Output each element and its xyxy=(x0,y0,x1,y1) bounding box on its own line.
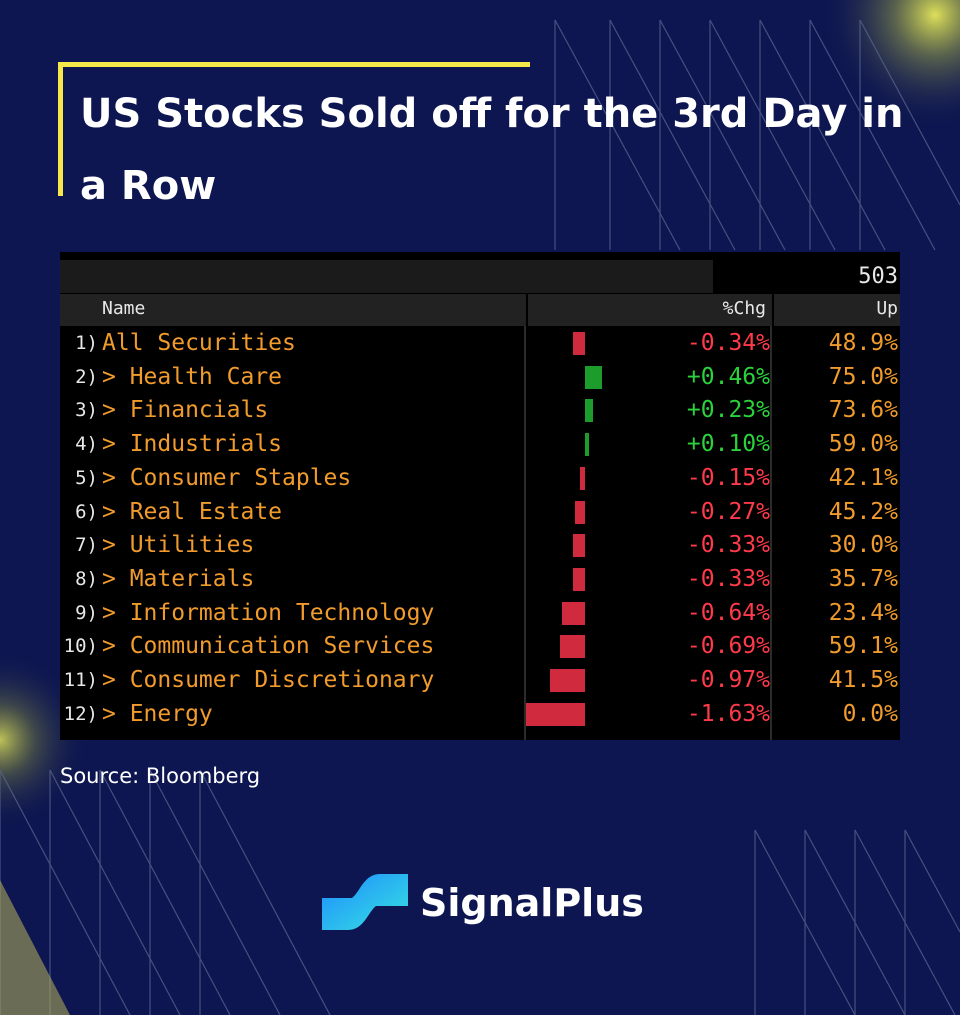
bar-negative xyxy=(579,466,585,490)
pct-change: -0.33% xyxy=(686,532,770,559)
bar-negative xyxy=(572,534,585,558)
pct-up: 41.5% xyxy=(828,667,898,693)
pct-change: -0.27% xyxy=(686,498,770,525)
source-note: Source: Bloomberg xyxy=(60,764,261,788)
diagonal-lines xyxy=(0,19,960,1015)
table-row[interactable]: 6) > Real Estate -0.27% 45.2% xyxy=(60,496,900,530)
pct-change: -0.97% xyxy=(686,667,770,693)
column-header-chg: %Chg xyxy=(526,294,770,326)
page-title: US Stocks Sold off for the 3rd Day in a … xyxy=(80,91,904,209)
bar-negative xyxy=(525,702,585,726)
sector-name: All Securities xyxy=(102,330,296,356)
column-divider xyxy=(770,326,772,740)
pct-up: 75.0% xyxy=(828,363,898,390)
table-row[interactable]: 3) > Financials +0.23% 73.6% xyxy=(60,394,900,428)
row-index: 9) xyxy=(75,601,98,624)
table-row[interactable]: 5) > Consumer Staples -0.15% 42.1% xyxy=(60,462,900,496)
pct-change: -0.69% xyxy=(686,633,770,660)
pct-up: 45.2% xyxy=(828,498,898,525)
sector-name: > Materials xyxy=(102,565,255,592)
pct-up: 59.1% xyxy=(828,633,898,660)
pct-change: -0.64% xyxy=(686,599,770,626)
column-header-name: Name xyxy=(102,298,146,319)
brand-logo: SignalPlus xyxy=(320,868,650,940)
bar-positive xyxy=(585,399,594,423)
table-row[interactable]: 2) > Health Care +0.46% 75.0% xyxy=(60,361,900,395)
table-row[interactable]: 8) > Materials -0.33% 35.7% xyxy=(60,563,900,597)
pct-up: 42.1% xyxy=(828,464,898,491)
pct-change: -0.34% xyxy=(686,330,770,356)
column-header-up: Up xyxy=(772,294,900,326)
bar-negative xyxy=(572,567,585,591)
pct-change: +0.23% xyxy=(686,397,770,424)
row-index: 5) xyxy=(75,466,98,489)
securities-count: 503 Securities xyxy=(710,260,900,322)
table-row[interactable]: 1) All Securities -0.34% 48.9% xyxy=(60,327,900,361)
sector-name: > Information Technology xyxy=(102,599,435,626)
pct-change: -0.15% xyxy=(686,464,770,491)
table-row[interactable]: 4) > Industrials +0.10% 59.0% xyxy=(60,428,900,462)
pct-change: -1.63% xyxy=(686,700,770,727)
pct-up: 73.6% xyxy=(828,397,898,424)
table-row[interactable]: 12) > Energy -1.63% 0.0% xyxy=(60,698,900,732)
brand-name: SignalPlus xyxy=(420,881,644,925)
sector-name: > Financials xyxy=(102,397,269,424)
table-header: Name %Chg Up xyxy=(60,294,900,326)
bar-negative xyxy=(572,332,585,355)
table-top-bar: 503 Securities xyxy=(60,260,900,322)
glow-top-right xyxy=(820,0,960,130)
table-row[interactable]: 7) > Utilities -0.33% 30.0% xyxy=(60,529,900,563)
title-accent-frame xyxy=(58,62,530,196)
row-index: 12) xyxy=(63,702,98,725)
pct-change: -0.33% xyxy=(686,565,770,592)
row-index: 1) xyxy=(75,332,98,354)
pct-up: 59.0% xyxy=(828,431,898,458)
pct-change: +0.46% xyxy=(686,363,770,390)
sector-name: > Industrials xyxy=(102,431,283,458)
table-row[interactable]: 9) > Information Technology -0.64% 23.4% xyxy=(60,597,900,631)
bar-negative xyxy=(549,669,585,692)
corner-wedge xyxy=(0,880,70,1015)
pct-change: +0.10% xyxy=(686,431,770,458)
pct-up: 0.0% xyxy=(842,700,898,727)
pct-up: 35.7% xyxy=(828,565,898,592)
sector-name: > Health Care xyxy=(102,363,283,390)
row-index: 4) xyxy=(75,433,98,456)
row-index: 11) xyxy=(63,669,98,691)
sector-name: > Real Estate xyxy=(102,498,283,525)
signalplus-logo-icon xyxy=(322,874,408,930)
pct-up: 23.4% xyxy=(828,599,898,626)
pct-up: 48.9% xyxy=(828,330,898,356)
row-index: 10) xyxy=(63,635,98,658)
sector-name: > Energy xyxy=(102,700,213,727)
bar-positive xyxy=(585,365,602,389)
row-index: 8) xyxy=(75,567,98,590)
column-divider xyxy=(524,326,526,740)
sector-name: > Utilities xyxy=(102,532,255,559)
bar-negative xyxy=(559,635,585,659)
row-index: 6) xyxy=(75,500,98,523)
table-row[interactable]: 11) > Consumer Discretionary -0.97% 41.5% xyxy=(60,664,900,698)
row-index: 7) xyxy=(75,534,98,557)
pct-up: 30.0% xyxy=(828,532,898,559)
bloomberg-table: 503 Securities Name %Chg Up 1)All Securi… xyxy=(60,252,900,740)
sector-name: > Consumer Discretionary xyxy=(102,667,435,693)
bar-negative xyxy=(575,500,585,524)
sector-name: > Consumer Staples xyxy=(102,464,352,491)
table-row[interactable]: 10) > Communication Services -0.69% 59.1% xyxy=(60,630,900,664)
row-index: 3) xyxy=(75,399,98,422)
row-index: 2) xyxy=(75,365,98,388)
sector-name: > Communication Services xyxy=(102,633,435,660)
bar-negative xyxy=(561,601,585,625)
bar-positive xyxy=(585,433,589,457)
